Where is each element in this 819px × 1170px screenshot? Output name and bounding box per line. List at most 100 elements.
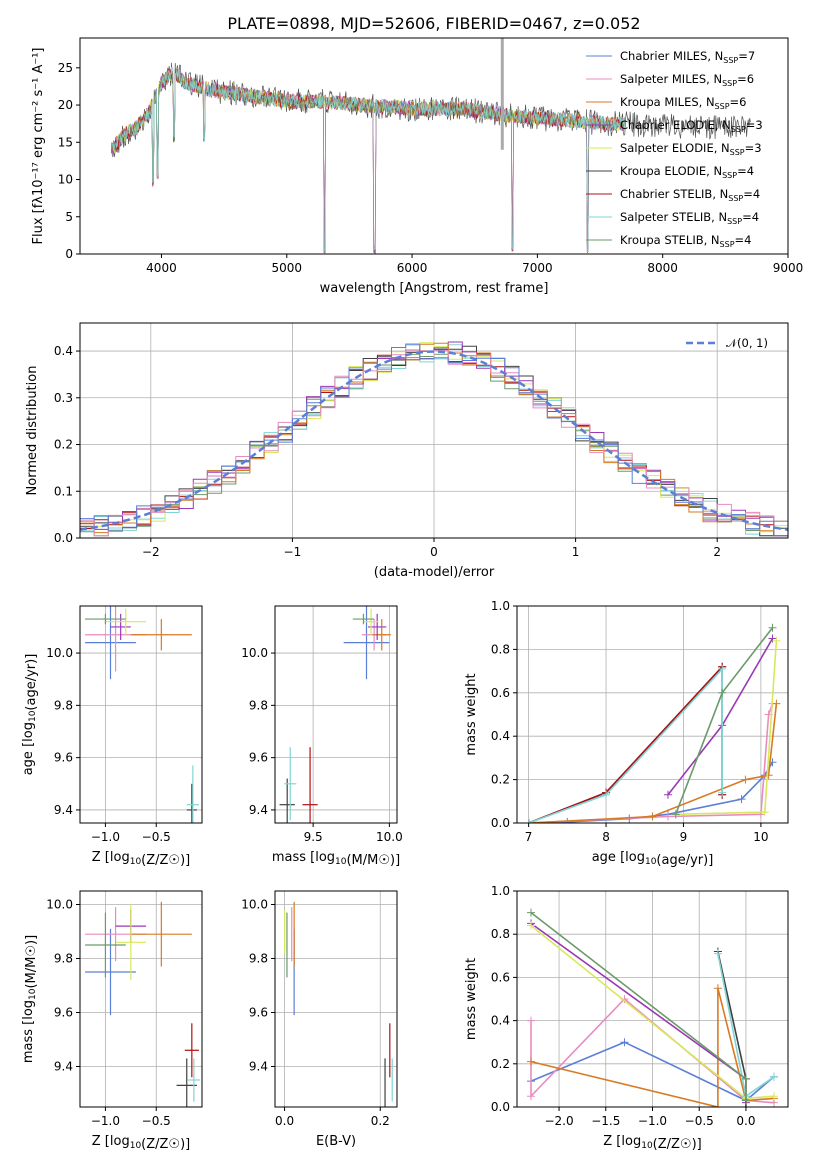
- spectrum-line: [110, 66, 626, 185]
- legend-entry: Chabrier ELODIE, NSSP=3: [620, 118, 763, 134]
- legend-entry: 𝒩(0, 1): [726, 336, 768, 350]
- x-tick-label: 7: [525, 830, 533, 844]
- axes-frame: [79, 890, 203, 1108]
- series-point: [527, 1016, 536, 1025]
- plot-area: [527, 908, 778, 1107]
- chart-weight-vs-age: 7 8 9 10 0.0 0.2 0.4 0.6 0.8 1.0 age [log10(age/yr…: [464, 599, 789, 868]
- series-point: [663, 790, 672, 799]
- legend-entry: Chabrier STELIB, NSSP=4: [620, 187, 760, 203]
- x-axis-label: age [log10(age/yr)]: [592, 850, 714, 868]
- x-tick-label: −0.5: [685, 1114, 714, 1128]
- series-point: [741, 1096, 750, 1105]
- chart-weight-vs-z: −2.0 −1.5 −1.0 −0.5 0.0 0.0 0.2 0.4 0.6 0.8 1.0 Z […: [464, 884, 789, 1152]
- x-tick-label: 4000: [146, 261, 177, 275]
- y-tick-label: 9.6: [54, 751, 73, 765]
- series-point: [713, 984, 722, 993]
- series-point: [769, 1092, 778, 1101]
- series-point: [620, 1038, 629, 1047]
- y-tick-label: 0.6: [491, 686, 510, 700]
- plot-area: [85, 901, 200, 1107]
- x-tick-label: 0.0: [275, 1114, 294, 1128]
- x-tick-label: 8000: [647, 261, 678, 275]
- series-point: [772, 699, 781, 708]
- axes-frame: [79, 37, 789, 255]
- histogram-step: [80, 349, 788, 537]
- y-tick-label: 1.0: [491, 599, 510, 613]
- y-tick-label: 20: [58, 98, 73, 112]
- x-tick-label: −1.0: [638, 1114, 667, 1128]
- x-tick-label: 7000: [522, 261, 553, 275]
- legend-entry: Salpeter STELIB, NSSP=4: [620, 210, 759, 226]
- axes-frame: [516, 605, 789, 824]
- series-line: [528, 761, 774, 823]
- x-tick-label: 6000: [397, 261, 428, 275]
- chart-spectrum: Chabrier MILES, NSSP=7 Salpeter MILES, NS…: [31, 37, 803, 296]
- chart-age-vs-z: −1.0 −0.5 9.4 9.6 9.8 10.0 Z [log10(Z/Z☉)] age …: [21, 605, 203, 868]
- series-line: [528, 666, 724, 823]
- y-tick-label: 9.6: [249, 1006, 268, 1020]
- y-tick-label: 0.2: [54, 438, 73, 452]
- plot-area: [283, 901, 393, 1107]
- x-tick-label: −1: [284, 545, 302, 559]
- histogram-step: [80, 344, 788, 537]
- y-tick-label: 9.8: [54, 698, 73, 712]
- chart-residuals: 𝒩(0, 1) −2 −1 0 1 2 0.0 0.1 0.2 0.3 0.4 (data-model…: [25, 322, 789, 580]
- x-tick-label: 1: [572, 545, 580, 559]
- spectrum-line: [111, 66, 626, 253]
- x-tick-label: 10.0: [376, 830, 403, 844]
- x-tick-label: 9: [680, 830, 688, 844]
- x-tick-label: 0.0: [736, 1114, 755, 1128]
- x-tick-label: −2: [142, 545, 160, 559]
- y-tick-label: 9.8: [54, 952, 73, 966]
- y-tick-label: 10.0: [46, 898, 73, 912]
- x-axis-label: Z [log10(Z/Z☉)]: [92, 1134, 190, 1152]
- y-tick-label: 15: [58, 135, 73, 149]
- axes-frame: [274, 605, 398, 824]
- y-tick-label: 0.8: [491, 642, 510, 656]
- series-point: [718, 664, 727, 673]
- chart-mass-vs-ebv: 0.0 0.2 9.4 9.6 9.8 10.0 E(B-V): [241, 890, 398, 1149]
- x-tick-label: −0.5: [142, 830, 171, 844]
- histogram-step: [80, 342, 788, 534]
- series-point: [671, 810, 680, 819]
- legend-entry: Salpeter ELODIE, NSSP=3: [620, 141, 762, 157]
- x-tick-label: −2.0: [544, 1114, 573, 1128]
- series-point: [527, 908, 536, 917]
- plot-area: [85, 606, 199, 823]
- series-line: [528, 703, 774, 823]
- axes-frame: [79, 605, 203, 824]
- plot-area: [279, 606, 391, 823]
- y-tick-label: 9.4: [54, 803, 73, 817]
- series-point: [527, 921, 536, 930]
- y-tick-label: 9.6: [249, 751, 268, 765]
- y-tick-label: 0.0: [491, 1100, 510, 1114]
- legend-entry: Kroupa MILES, NSSP=6: [620, 95, 746, 111]
- y-axis-label: mass [log10(M/M☉)]: [21, 935, 39, 1063]
- series-point: [713, 1103, 722, 1107]
- y-tick-label: 9.4: [249, 1060, 268, 1074]
- y-axis-label: Normed distribution: [25, 366, 40, 496]
- plot-area: [80, 341, 788, 537]
- x-axis-label: Z [log10(Z/Z☉)]: [603, 1134, 701, 1152]
- series-point: [769, 1072, 778, 1081]
- legend-entry: Chabrier MILES, NSSP=7: [620, 49, 755, 65]
- legend-entry: Salpeter MILES, NSSP=6: [620, 72, 754, 88]
- x-axis-label: (data-model)/error: [374, 565, 495, 580]
- y-tick-label: 0.6: [491, 970, 510, 984]
- x-tick-label: 0.2: [371, 1114, 390, 1128]
- y-tick-label: 5: [65, 210, 73, 224]
- y-tick-label: 0.2: [491, 773, 510, 787]
- y-tick-label: 9.4: [54, 1060, 73, 1074]
- x-tick-label: 5000: [271, 261, 302, 275]
- series-line: [528, 703, 778, 823]
- series-point: [718, 688, 727, 697]
- plot-area: [524, 623, 781, 823]
- series-point: [768, 634, 777, 643]
- series-point: [713, 949, 722, 958]
- x-axis-label: mass [log10(M/M☉)]: [272, 850, 400, 868]
- series-point: [602, 790, 611, 799]
- y-tick-label: 25: [58, 61, 73, 75]
- spectrum-line: [111, 67, 626, 253]
- legend-entry: Kroupa ELODIE, NSSP=4: [620, 164, 754, 180]
- y-tick-label: 0.1: [54, 484, 73, 498]
